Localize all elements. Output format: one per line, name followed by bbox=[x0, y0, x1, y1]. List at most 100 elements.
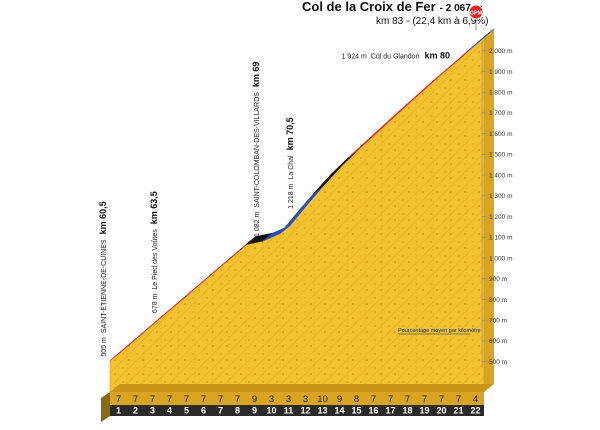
km-gradient-label: 7 bbox=[422, 394, 427, 405]
km-number-label: 13 bbox=[317, 406, 327, 416]
landmark-altitude: 505 m bbox=[101, 337, 108, 357]
summit-badge-icon bbox=[468, 4, 484, 20]
km-gradient-label: 7 bbox=[201, 394, 206, 405]
km-number-label: 20 bbox=[436, 406, 446, 416]
km-gradient-label: 3 bbox=[286, 394, 291, 405]
landmark-km: km 80 bbox=[424, 50, 450, 60]
y-axis: 500 m 600 m 700 m 800 m 900 m 1 000 m 1 100 m 1… bbox=[481, 40, 513, 368]
landmark-km: km 70,5 bbox=[285, 117, 295, 150]
km-gradient-label: 8 bbox=[354, 394, 359, 405]
km-number-label: 10 bbox=[266, 406, 276, 416]
km-number-label: 11 bbox=[284, 406, 294, 416]
km-number-label: 16 bbox=[368, 406, 378, 416]
km-number-label: 18 bbox=[402, 406, 412, 416]
km-number-label: 7 bbox=[218, 406, 223, 416]
km-number-label: 2 bbox=[133, 406, 138, 416]
title-text: Col de la Croix de Fer bbox=[302, 0, 436, 14]
landmark-km: km 63,5 bbox=[149, 191, 159, 224]
km-gradient-label: 7 bbox=[456, 394, 461, 405]
base-gradient-band bbox=[110, 392, 484, 405]
km-gradient-label: 7 bbox=[167, 394, 172, 405]
landmark-label: 1 924 m Col du Glandon km 80 bbox=[342, 50, 450, 60]
km-gradient-label: 7 bbox=[235, 394, 240, 405]
chart-title: Col de la Croix de Fer - 2 067 m bbox=[302, 0, 483, 14]
y-tick-label: 700 m bbox=[489, 317, 507, 324]
km-gradient-label: 7 bbox=[133, 394, 138, 405]
km-gradient-label: 7 bbox=[150, 394, 155, 405]
y-tick-label: 2 000 m bbox=[489, 48, 513, 55]
y-tick-label: 1 100 m bbox=[489, 235, 513, 242]
km-number-label: 22 bbox=[470, 406, 480, 416]
profile-layer bbox=[109, 28, 495, 393]
landmark-altitude: 1 082 m bbox=[254, 212, 261, 237]
base-km-band bbox=[110, 405, 484, 416]
km-number-label: 21 bbox=[453, 406, 463, 416]
km-gradient-label: 9 bbox=[337, 394, 342, 405]
gradient-segment bbox=[466, 28, 495, 52]
landmark-km: km 60,5 bbox=[98, 201, 108, 234]
landmark-name: Le Pied des Voûtes bbox=[152, 229, 159, 290]
landmark-km: km 69 bbox=[251, 62, 261, 88]
landmark-label: 1 218 m La Chal km 70,5 bbox=[285, 117, 295, 208]
km-gradient-label: 7 bbox=[116, 394, 121, 405]
chart-subtitle: km 83- (22,4 km à 6,9%) bbox=[376, 16, 489, 27]
km-gradient-label: 7 bbox=[388, 394, 393, 405]
y-tick-label: 800 m bbox=[489, 297, 507, 304]
km-number-label: 15 bbox=[351, 406, 361, 416]
y-tick-label: 1 500 m bbox=[489, 152, 513, 159]
summit-badge-label: GPM bbox=[470, 11, 483, 17]
km-gradient-label: 7 bbox=[218, 394, 223, 405]
km-number-label: 12 bbox=[300, 406, 310, 416]
y-tick-label: 1 700 m bbox=[489, 110, 513, 117]
base-strip: 7 7 7 7 7 7 7 7 9 3 3 3 10 9 8 7 7 7 7 7 7 41 2 3 4 5 6 7 8 9 10 11 12 13… bbox=[101, 384, 494, 422]
landmark-altitude: 1 218 m bbox=[288, 183, 295, 208]
km-number-label: 4 bbox=[167, 406, 172, 416]
km-gradient-label: 7 bbox=[439, 394, 444, 405]
y-tick-label: 1 000 m bbox=[489, 255, 513, 262]
landmark-label: 505 m SAINT-ÉTIENNE-DE-CUINES km 60,5 bbox=[98, 201, 108, 356]
km-gradient-label: 3 bbox=[303, 394, 308, 405]
summit-marker: GPM bbox=[468, 4, 484, 30]
legend-note: Pourcentage moyen par kilomètre bbox=[398, 328, 481, 334]
km-gradient-label: 4 bbox=[473, 394, 478, 405]
km-gradient-label: 3 bbox=[269, 394, 274, 405]
km-number-label: 3 bbox=[150, 406, 155, 416]
km-number-label: 17 bbox=[385, 406, 395, 416]
subtitle-detail: - (22,4 km à 6,9%) bbox=[406, 16, 488, 27]
landmark-name: SAINT-COLOMBAN-DES-VILLARDS bbox=[254, 92, 261, 208]
km-number-label: 9 bbox=[252, 406, 257, 416]
y-tick-label: 1 800 m bbox=[489, 89, 513, 96]
base-top-edge bbox=[110, 384, 494, 392]
landmark-name: La Chal bbox=[288, 155, 295, 180]
y-tick-label: 1 900 m bbox=[489, 69, 513, 76]
landmark-altitude: 1 924 m bbox=[342, 53, 367, 60]
km-number-label: 6 bbox=[201, 406, 206, 416]
km-number-label: 8 bbox=[235, 406, 240, 416]
y-tick-label: 1 400 m bbox=[489, 172, 513, 179]
km-gradient-label: 7 bbox=[405, 394, 410, 405]
km-gradient-label: 7 bbox=[371, 394, 376, 405]
km-gradient-label: 10 bbox=[317, 394, 328, 405]
landmarks-layer: 505 m SAINT-ÉTIENNE-DE-CUINES km 60,5 678 m… bbox=[98, 50, 450, 356]
km-number-label: 5 bbox=[184, 406, 189, 416]
landmark-label: 1 082 m SAINT-COLOMBAN-DES-VILLARDS km 69 bbox=[251, 62, 261, 237]
km-gradient-label: 7 bbox=[184, 394, 189, 405]
landmark-name: SAINT-ÉTIENNE-DE-CUINES bbox=[99, 239, 108, 333]
km-number-label: 1 bbox=[116, 406, 121, 416]
y-tick-label: 1 600 m bbox=[489, 131, 513, 138]
y-tick-label: 900 m bbox=[489, 276, 507, 283]
km-gradient-label: 9 bbox=[252, 394, 257, 405]
landmark-name: Col du Glandon bbox=[371, 53, 420, 60]
km-number-label: 19 bbox=[419, 406, 429, 416]
title-altitude: - 2 067 m bbox=[440, 3, 483, 14]
y-tick-label: 1 300 m bbox=[489, 193, 513, 200]
y-tick-label: 500 m bbox=[489, 359, 507, 366]
landmark-label: 678 m Le Pied des Voûtes km 63,5 bbox=[149, 191, 159, 313]
km-number-label: 14 bbox=[334, 406, 344, 416]
landmark-altitude: 678 m bbox=[152, 293, 159, 313]
subtitle-km: km 83 bbox=[376, 16, 404, 27]
base-left-face bbox=[101, 392, 110, 422]
y-tick-label: 600 m bbox=[489, 338, 507, 345]
y-tick-label: 1 200 m bbox=[489, 214, 513, 221]
